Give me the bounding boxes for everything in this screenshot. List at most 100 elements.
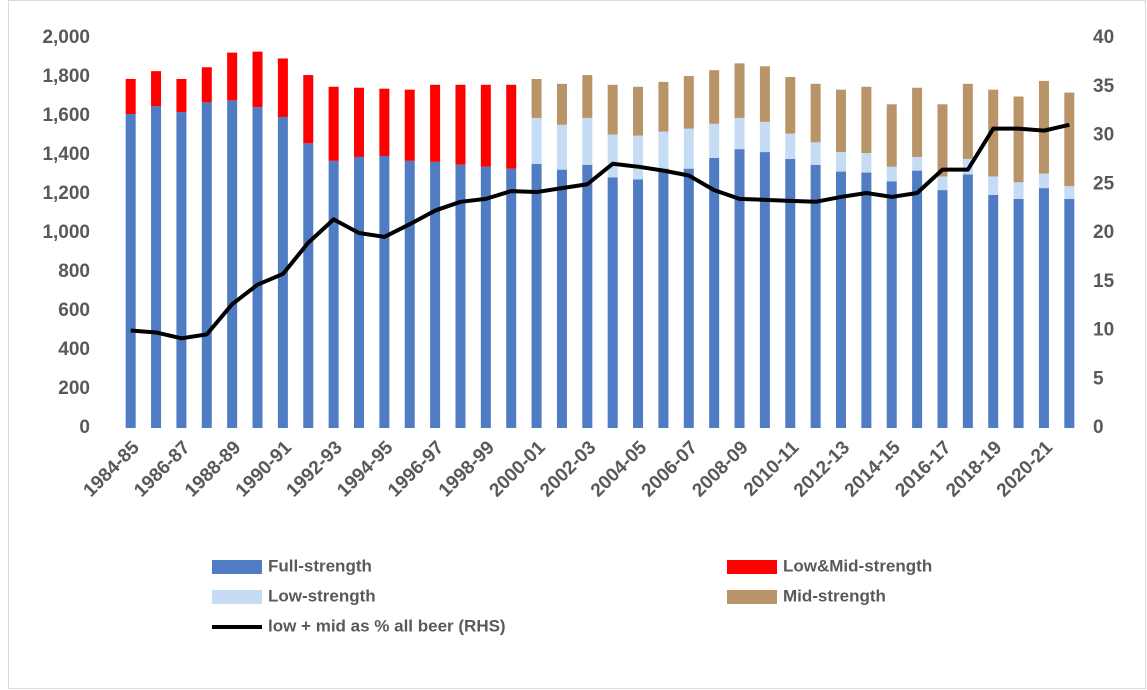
bar-segment <box>480 84 491 167</box>
bar-segment <box>633 86 644 136</box>
y-tick-label: 600 <box>58 300 90 321</box>
bar-segment <box>937 104 948 177</box>
y2-tick-label: 30 <box>1093 125 1114 146</box>
bar-segment <box>227 52 238 101</box>
y2-tick-label: 20 <box>1093 222 1114 243</box>
bar-segment <box>785 77 796 134</box>
bar-segment <box>506 84 517 169</box>
bar-segment <box>658 168 669 428</box>
bar-segment <box>455 164 466 428</box>
bar-segment <box>785 158 796 428</box>
bar-segment <box>912 170 923 428</box>
y-tick-label: 800 <box>58 261 90 282</box>
bar-segment <box>607 84 618 135</box>
bar-segment <box>759 66 770 122</box>
bar-segment <box>201 67 212 103</box>
bar-segment <box>988 194 999 428</box>
bar-segment <box>354 87 364 157</box>
bar-segment <box>379 155 390 428</box>
bar-segment <box>1064 198 1075 428</box>
bar-segment <box>1038 173 1049 189</box>
bar-segment <box>709 123 720 158</box>
bar-segment <box>633 179 644 428</box>
bar-segment <box>1064 92 1075 187</box>
bar-segment <box>607 177 618 428</box>
bar-segment <box>988 176 999 195</box>
bar-segment <box>912 156 923 171</box>
bar-segment <box>151 106 162 428</box>
bar-segment <box>836 152 846 172</box>
bar-segment <box>988 89 999 177</box>
bar-segment <box>328 160 339 428</box>
legend-label: Low&Mid-strength <box>783 556 932 575</box>
bar-segment <box>176 112 187 428</box>
bar-segment <box>962 174 973 428</box>
y2-tick-label: 25 <box>1093 173 1115 194</box>
bar-segment <box>151 71 162 107</box>
bar-segment <box>404 160 415 428</box>
y-tick-label: 1,200 <box>42 183 90 204</box>
y2-tick-label: 40 <box>1093 27 1114 48</box>
bar-segment <box>937 190 948 428</box>
bar-segment <box>836 171 846 428</box>
bar-segment <box>759 152 770 428</box>
y2-tick-label: 5 <box>1093 368 1104 389</box>
bar-segment <box>734 149 745 428</box>
bar-segment <box>886 181 897 428</box>
legend-label: Full-strength <box>268 556 372 575</box>
y2-tick-label: 10 <box>1093 320 1114 341</box>
bar-segment <box>455 84 466 165</box>
legend-swatch <box>212 560 262 574</box>
bar-segment <box>658 81 669 132</box>
bar-segment <box>1013 198 1024 428</box>
bar-segment <box>1038 80 1049 174</box>
bar-segment <box>861 86 872 154</box>
bar-segment <box>683 168 694 428</box>
bar-segment <box>709 70 720 124</box>
bar-segment <box>531 117 542 164</box>
bar-segment <box>531 78 542 118</box>
bar-segment <box>227 100 238 429</box>
bar-segment <box>1013 182 1024 199</box>
bar-segment <box>810 142 821 165</box>
legend-label: Low-strength <box>268 586 376 605</box>
bar-segment <box>962 83 973 159</box>
bar-segment <box>506 168 517 428</box>
bar-segment <box>709 157 720 429</box>
bar-segment <box>303 75 314 144</box>
bar-segment <box>683 76 694 129</box>
bar-segment <box>886 104 897 167</box>
legend-label: low + mid as % all beer (RHS) <box>268 616 506 635</box>
bar-segment <box>252 51 263 108</box>
bar-segment <box>556 83 567 125</box>
bar-segment <box>430 84 441 162</box>
y2-tick-label: 35 <box>1093 76 1115 97</box>
bar-segment <box>658 131 669 169</box>
y-tick-label: 200 <box>58 378 90 399</box>
bar-segment <box>810 164 821 428</box>
bar-segment <box>556 124 567 170</box>
bar-segment <box>277 58 288 117</box>
line-series <box>130 122 1070 341</box>
bar-segment <box>836 89 846 153</box>
y-tick-label: 400 <box>58 339 90 360</box>
bar-segment <box>861 153 872 173</box>
bar-segment <box>785 133 796 159</box>
bar-segment <box>582 164 593 428</box>
bar-segment <box>886 166 897 182</box>
bar-segment <box>430 161 441 428</box>
bar-segment <box>125 78 136 115</box>
bar-segment <box>937 176 948 191</box>
y-tick-label: 1,600 <box>42 105 90 126</box>
bar-segment <box>252 107 263 428</box>
bar-segment <box>912 87 923 157</box>
bar-segment <box>582 75 593 118</box>
bar-segment <box>1013 96 1024 183</box>
legend-swatch <box>727 590 777 604</box>
bar-segment <box>303 143 314 429</box>
bar-segment <box>176 78 187 113</box>
bar-segment <box>759 121 770 153</box>
bar-segment <box>1038 188 1049 428</box>
bar-segment <box>582 117 593 165</box>
